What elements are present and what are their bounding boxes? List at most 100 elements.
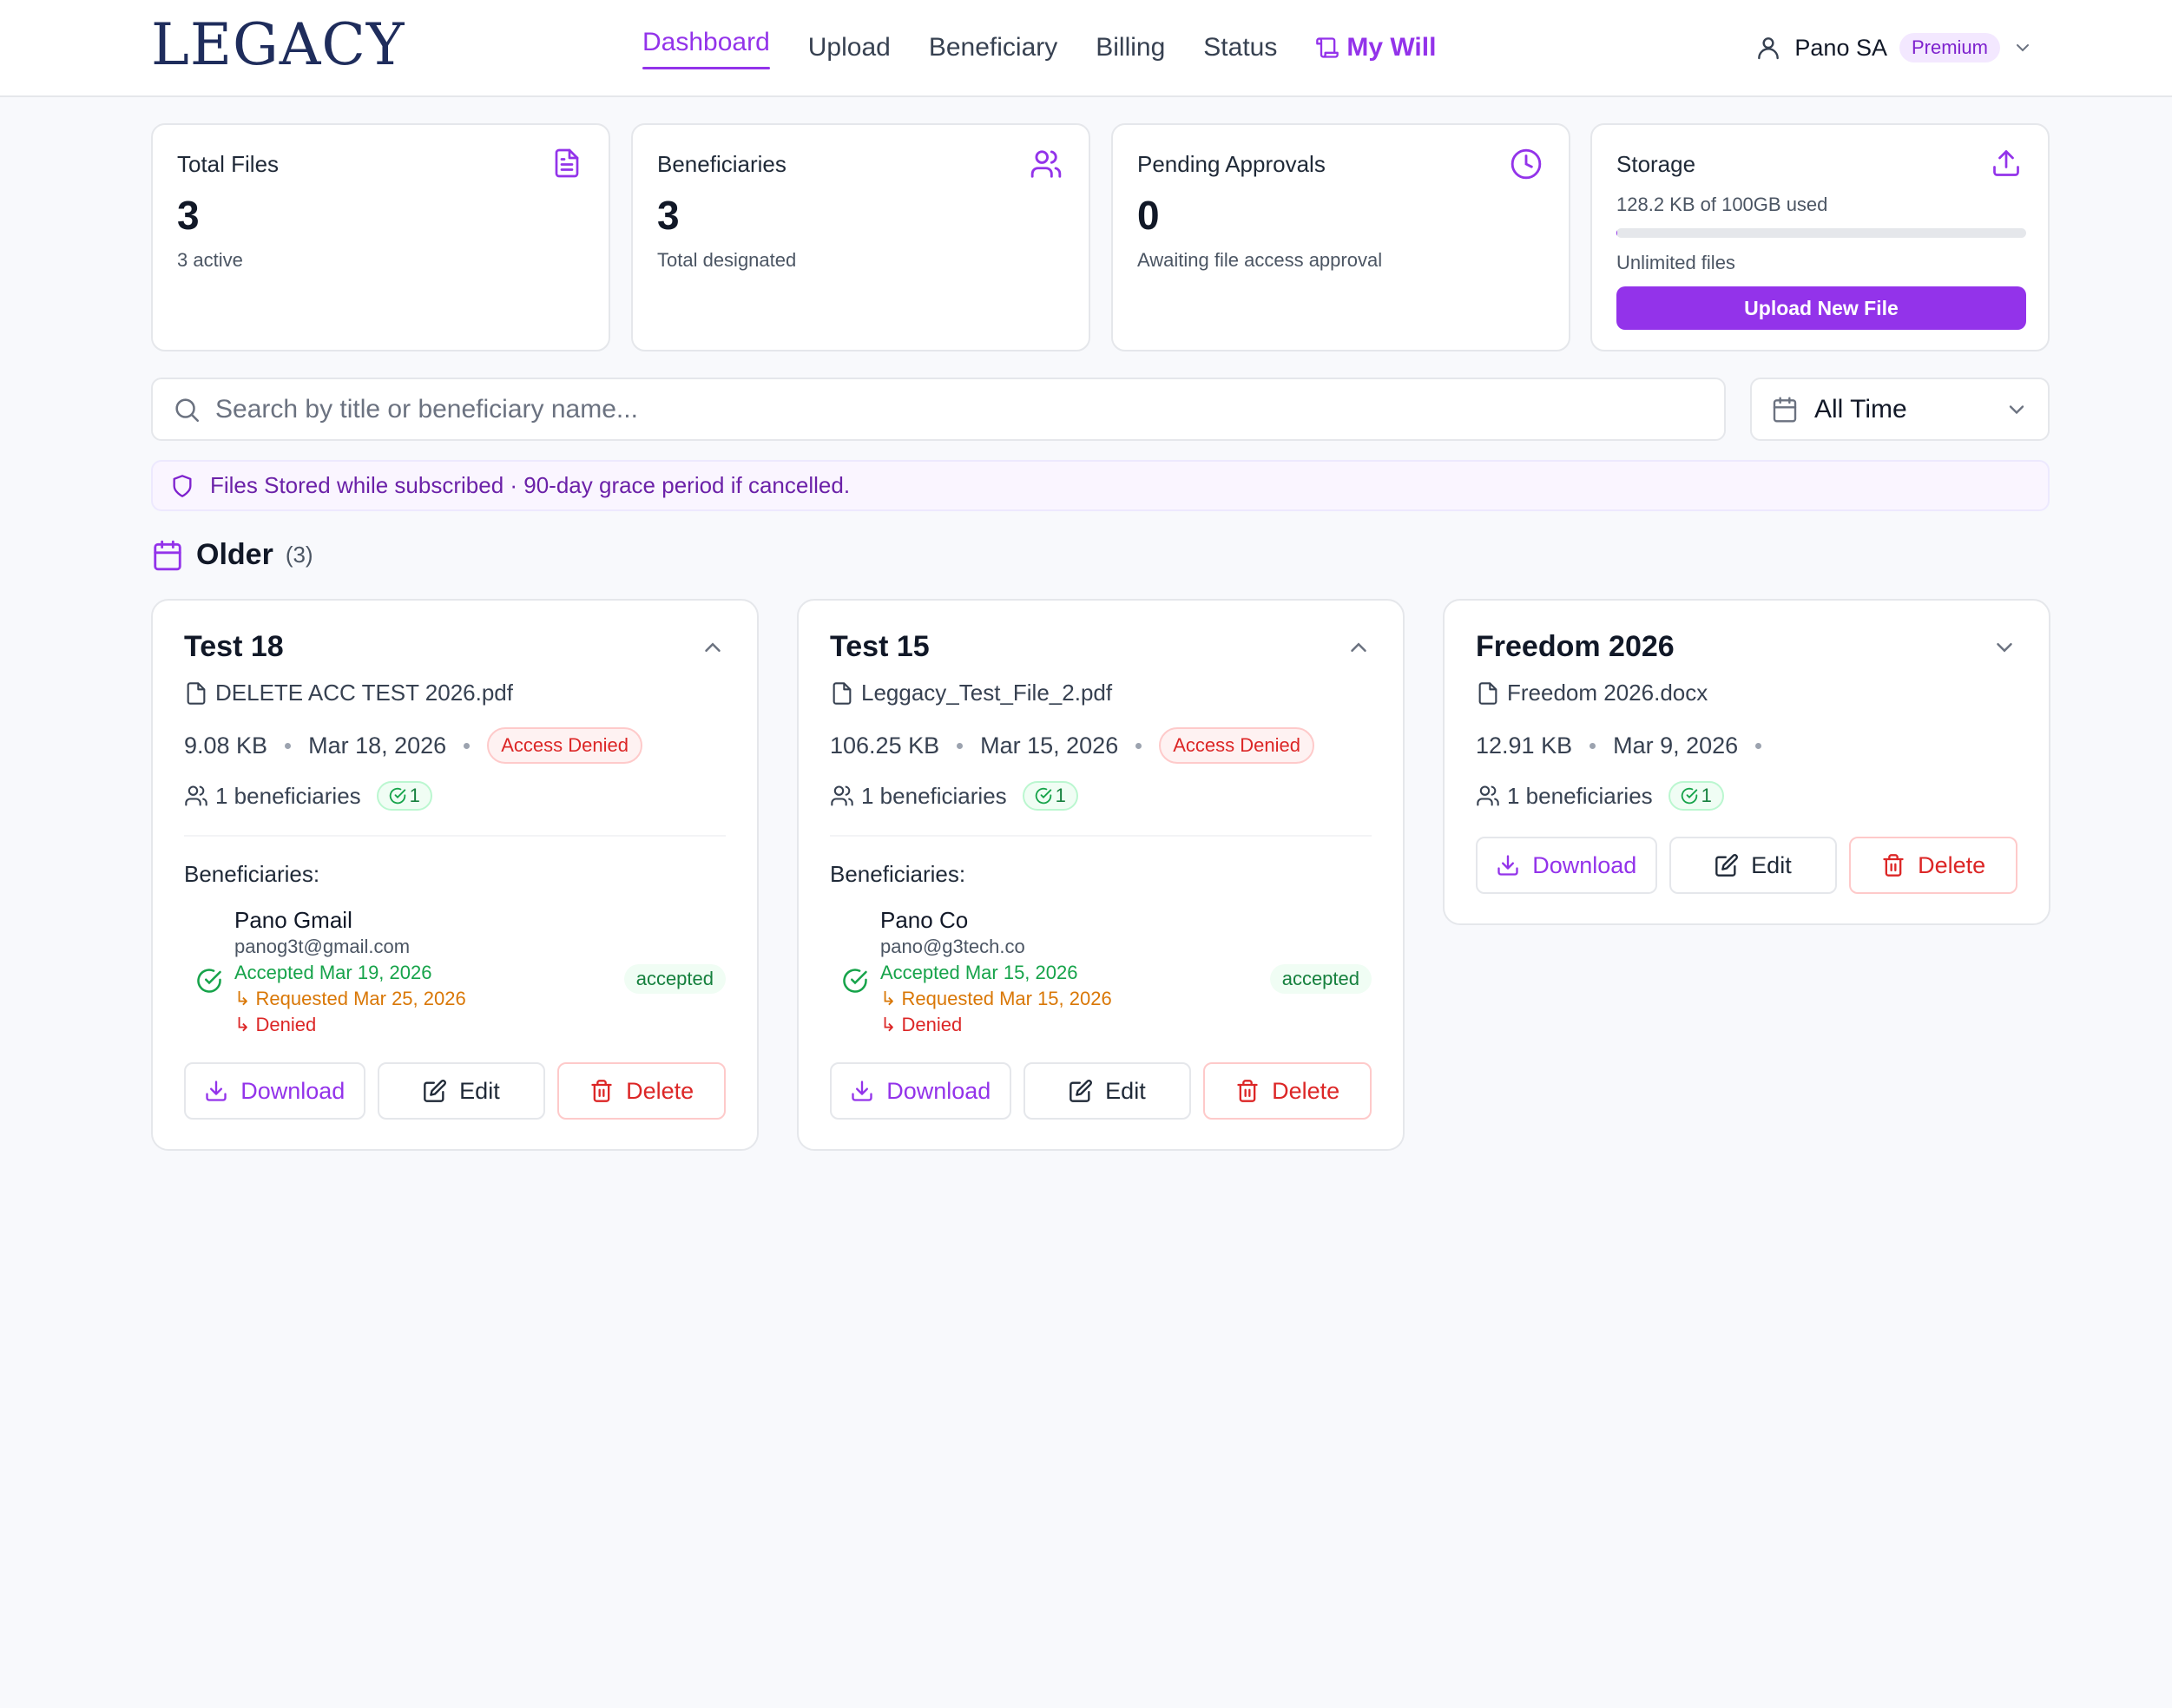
nav-upload[interactable]: Upload	[808, 0, 891, 95]
file-icon	[1476, 681, 1500, 706]
delete-label: Delete	[1918, 851, 1986, 878]
stat-title: Pending Approvals	[1137, 151, 1326, 177]
file-title: Test 18	[184, 630, 284, 663]
nav-billing[interactable]: Billing	[1096, 0, 1165, 95]
nav-dashboard[interactable]: Dashboard	[642, 0, 770, 95]
file-card: Freedom 2026 Freedom 2026.docx 12.91 KB …	[1443, 599, 2050, 925]
download-label: Download	[1532, 851, 1637, 878]
app-logo[interactable]: LEGACY	[151, 11, 405, 78]
user-icon	[1754, 34, 1782, 62]
chevron-down-icon[interactable]	[2012, 37, 2033, 58]
nav-beneficiary[interactable]: Beneficiary	[929, 0, 1057, 95]
file-text-icon	[551, 148, 582, 179]
beneficiary-name: Pano Co	[880, 907, 969, 933]
nav-my-will[interactable]: My Will	[1315, 0, 1436, 95]
section-header: Older (3)	[151, 538, 313, 572]
main-nav: Dashboard Upload Beneficiary Billing Sta…	[642, 0, 1436, 95]
calendar-icon	[151, 539, 184, 572]
nav-dashboard-label: Dashboard	[642, 28, 770, 56]
download-icon	[204, 1079, 228, 1103]
beneficiary-requested-date: ↳ Requested Mar 25, 2026	[234, 988, 466, 1009]
chevron-down-icon	[2004, 397, 2029, 422]
edit-icon	[1069, 1079, 1093, 1103]
edit-icon	[1715, 853, 1739, 877]
stat-total-files: Total Files 3 3 active	[151, 123, 610, 351]
user-menu[interactable]: Pano SA Premium	[1754, 0, 2033, 95]
download-label: Download	[886, 1077, 991, 1104]
chevron-up-icon[interactable]	[1346, 634, 1372, 660]
search-input[interactable]	[215, 394, 1691, 424]
beneficiary-email: pano@g3tech.co	[880, 936, 1025, 957]
upload-new-file-button[interactable]: Upload New File	[1616, 286, 2026, 330]
file-name: DELETE ACC TEST 2026.pdf	[215, 680, 513, 706]
download-button[interactable]: Download	[830, 1062, 1011, 1120]
top-header: LEGACY Dashboard Upload Beneficiary Bill…	[0, 0, 2172, 97]
section-count: (3)	[285, 542, 313, 568]
file-title: Freedom 2026	[1476, 630, 1675, 663]
beneficiary-requested-date: ↳ Requested Mar 15, 2026	[880, 988, 1112, 1009]
delete-button[interactable]: Delete	[1203, 1062, 1372, 1120]
check-circle-icon	[1035, 787, 1052, 805]
stat-sub: Awaiting file access approval	[1137, 249, 1383, 271]
search-icon	[172, 395, 201, 424]
edit-button[interactable]: Edit	[377, 1062, 546, 1120]
beneficiary-status-badge: accepted	[623, 964, 726, 994]
download-icon	[850, 1079, 874, 1103]
chevron-down-icon[interactable]	[1991, 634, 2017, 660]
file-size: 106.25 KB	[830, 732, 940, 759]
scroll-icon	[1315, 36, 1339, 60]
separator-dot	[1590, 742, 1596, 749]
storage-files-text: Unlimited files	[1616, 252, 1735, 273]
stat-storage: Storage 128.2 KB of 100GB used Unlimited…	[1590, 123, 2050, 351]
accepted-count-badge: 1	[1022, 781, 1078, 811]
search-bar	[151, 378, 1726, 441]
beneficiaries-label: Beneficiaries:	[830, 861, 966, 887]
storage-progress-bar	[1616, 228, 2026, 238]
file-date: Mar 9, 2026	[1613, 732, 1739, 759]
accepted-count-badge: 1	[376, 781, 432, 811]
download-button[interactable]: Download	[1476, 837, 1657, 894]
stat-value: 3	[177, 193, 200, 238]
file-name: Leggacy_Test_File_2.pdf	[861, 680, 1113, 706]
delete-label: Delete	[1272, 1077, 1340, 1104]
check-circle-icon	[389, 787, 406, 805]
user-name: Pano SA	[1794, 34, 1887, 61]
chevron-up-icon[interactable]	[700, 634, 726, 660]
beneficiaries-count: 1 beneficiaries	[861, 782, 1007, 809]
file-name: Freedom 2026.docx	[1507, 680, 1708, 706]
banner-text: Files Stored while subscribed · 90-day g…	[210, 472, 851, 498]
subscription-banner: Files Stored while subscribed · 90-day g…	[151, 460, 2050, 511]
separator-dot	[1135, 742, 1142, 749]
stat-title: Storage	[1616, 151, 1696, 177]
edit-button[interactable]: Edit	[1668, 837, 1838, 894]
stat-beneficiaries: Beneficiaries 3 Total designated	[631, 123, 1090, 351]
trash-icon	[1235, 1079, 1260, 1103]
stat-sub: Total designated	[657, 249, 797, 271]
beneficiary-email: panog3t@gmail.com	[234, 936, 411, 957]
nav-beneficiary-label: Beneficiary	[928, 33, 1058, 62]
file-icon	[184, 681, 208, 706]
file-icon	[830, 681, 854, 706]
time-filter-value: All Time	[1814, 394, 1907, 424]
download-icon	[1496, 853, 1520, 877]
separator-dot	[285, 742, 292, 749]
beneficiaries-count: 1 beneficiaries	[215, 782, 361, 809]
nav-status[interactable]: Status	[1203, 0, 1277, 95]
clock-icon	[1510, 148, 1543, 181]
check-circle-icon	[196, 968, 222, 994]
storage-used-text: 128.2 KB of 100GB used	[1616, 194, 1828, 215]
delete-button[interactable]: Delete	[1849, 837, 2017, 894]
download-button[interactable]: Download	[184, 1062, 365, 1120]
trash-icon	[589, 1079, 614, 1103]
beneficiary-accepted-date: Accepted Mar 15, 2026	[880, 962, 1078, 983]
trash-icon	[1881, 853, 1905, 877]
check-circle-icon	[1681, 787, 1698, 805]
section-title: Older	[196, 538, 273, 571]
edit-label: Edit	[1105, 1077, 1146, 1104]
calendar-icon	[1771, 396, 1799, 424]
delete-button[interactable]: Delete	[557, 1062, 726, 1120]
edit-button[interactable]: Edit	[1023, 1062, 1192, 1120]
time-filter-select[interactable]: All Time	[1750, 378, 2050, 441]
separator-dot	[957, 742, 964, 749]
beneficiary-denied: ↳ Denied	[234, 1014, 317, 1035]
